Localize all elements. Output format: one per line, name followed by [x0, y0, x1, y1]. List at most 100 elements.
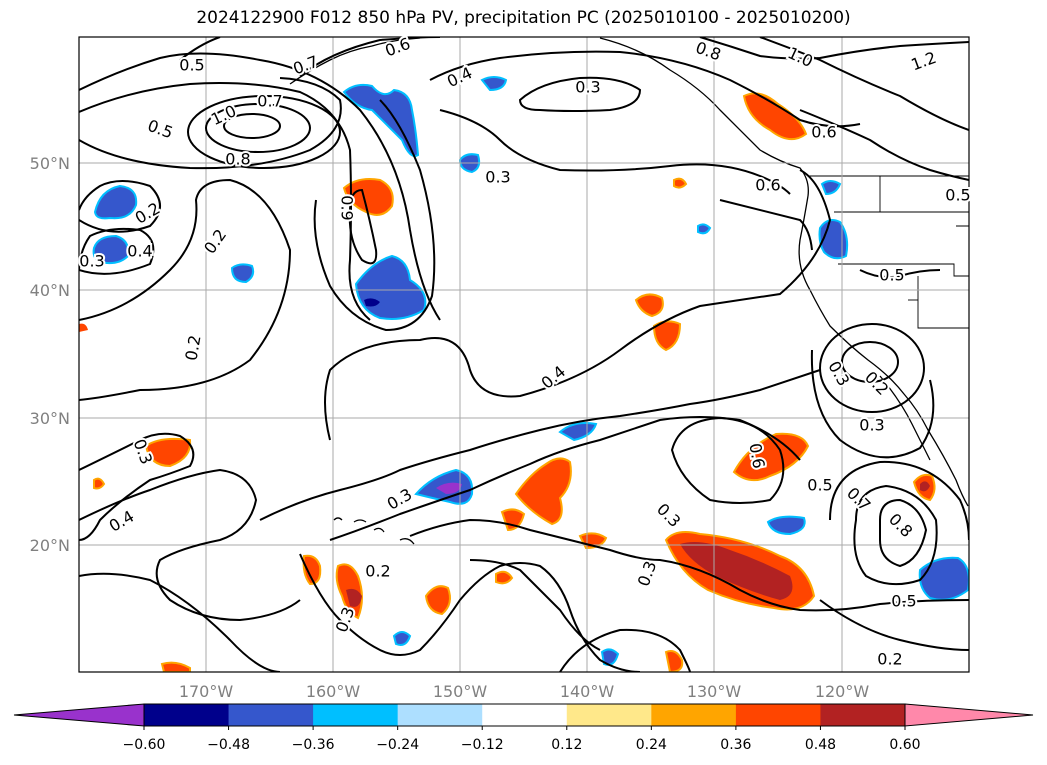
border-state: [956, 225, 969, 276]
border-state: [838, 263, 969, 277]
latitude-labels: 50°N 40°N 30°N 20°N: [30, 154, 70, 555]
pv-contour-line: [259, 369, 821, 521]
contour-value-label: 0.5: [179, 56, 204, 75]
colorbar-tick-label: 0.60: [889, 737, 920, 753]
precip-positive-patch: [93, 477, 106, 490]
pv-contour-line: [719, 199, 813, 251]
precip-negative-patch: [342, 83, 420, 157]
pv-contour-line: [518, 76, 642, 112]
colorbar-tick-label: −0.48: [207, 737, 250, 753]
pv-contour-line: [223, 113, 281, 139]
colorbar: −0.60 −0.48 −0.36 −0.24 −0.12 0.12 0.24 0.36 0.4…: [13, 703, 1034, 753]
precip-fill-layer: [79, 76, 969, 672]
coastline-west-us: [798, 195, 969, 507]
colorbar-segment: [820, 704, 906, 726]
precip-positive-patch: [346, 588, 362, 607]
colorbar-tick-label: −0.12: [461, 737, 504, 753]
contour-value-label: 0.5: [891, 592, 916, 611]
precip-negative-patch: [364, 298, 380, 307]
pv-contour-line: [853, 484, 938, 586]
pv-contour-line: [559, 628, 691, 672]
latitude-tick-label: 20°N: [30, 536, 70, 555]
precip-negative-patch: [436, 482, 462, 494]
contour-value-label: 0.4: [127, 242, 152, 261]
longitude-tick-label: 160°W: [306, 682, 361, 701]
contour-value-label: 0.5: [945, 186, 970, 205]
contour-value-label: 0.6: [755, 176, 780, 195]
pv-contour-line: [409, 518, 969, 612]
latitude-tick-label: 40°N: [30, 281, 70, 300]
map-frame: [78, 36, 970, 673]
pv-contour-line: [79, 82, 371, 321]
precip-negative-patch: [230, 263, 255, 284]
precip-positive-patch: [742, 92, 808, 141]
colorbar-extend-low: [13, 703, 145, 727]
pv-contour-line: [759, 37, 969, 131]
pv-contour-line: [859, 269, 941, 279]
precip-negative-patch: [697, 223, 712, 235]
pv-contour-line: [79, 180, 161, 233]
contour-value-label: 0.6: [811, 123, 836, 142]
colorbar-tick-label: −0.60: [123, 737, 166, 753]
border-state: [917, 276, 969, 329]
pv-contour-line: [799, 109, 969, 181]
colorbar-segment: [397, 704, 483, 726]
colorbar-tick-label: −0.24: [376, 737, 419, 753]
colorbar-segment: [651, 704, 737, 726]
precip-positive-patch: [342, 178, 394, 216]
longitude-labels: 170°W 160°W 150°W 140°W 130°W 120°W: [179, 682, 870, 701]
precip-negative-patch: [392, 631, 412, 646]
contour-value-label: 0.2: [365, 562, 390, 581]
contour-value-label: 0.3: [485, 168, 510, 187]
pv-contour-line: [79, 178, 292, 401]
precip-positive-patch: [302, 554, 322, 586]
pv-contour-line: [79, 227, 155, 275]
pv-contour-line: [324, 169, 832, 441]
colorbar-tick-label: 0.12: [551, 737, 582, 753]
pv-contour-line: [79, 52, 441, 321]
precip-negative-patch: [480, 76, 508, 92]
precip-positive-patch: [920, 481, 930, 492]
precip-negative-patch: [820, 180, 842, 196]
colorbar-extend-high: [904, 703, 1034, 727]
longitude-tick-label: 120°W: [815, 682, 870, 701]
precip-positive-patch: [673, 177, 688, 189]
pv-contour-line: [699, 37, 969, 60]
longitude-tick-label: 130°W: [687, 682, 742, 701]
latitude-tick-label: 30°N: [30, 409, 70, 428]
pv-contour-line: [205, 103, 311, 153]
pv-contour-line: [348, 188, 378, 265]
pv-contour-line: [79, 77, 342, 170]
pv-contours: [79, 37, 969, 672]
contour-value-label: 0.5: [879, 266, 904, 285]
precip-positive-patch: [160, 661, 191, 672]
coastline-aleutians: [289, 37, 421, 85]
colorbar-segment: [228, 704, 314, 726]
political-borders: [808, 175, 969, 329]
coastline-baja: [879, 375, 931, 461]
precip-positive-patch: [732, 432, 810, 482]
pv-contour-line: [819, 599, 969, 651]
contour-value-label: 0.3: [859, 416, 884, 435]
map-area: [79, 37, 969, 672]
precip-positive-patch: [144, 437, 192, 468]
pv-contour-line: [79, 432, 195, 541]
pv-contour-line: [841, 341, 899, 383]
longitude-tick-label: 140°W: [560, 682, 615, 701]
map-content: [79, 37, 969, 672]
contour-value-label: 0.8: [225, 150, 250, 169]
contour-value-label: 0.5: [807, 476, 832, 495]
pv-contour-line: [879, 498, 928, 568]
longitude-tick-label: 150°W: [433, 682, 488, 701]
pv-contour-line: [79, 572, 281, 672]
graticule: [79, 37, 969, 672]
contour-value-label: 0.9: [338, 195, 357, 220]
map-title: 2024122900 F012 850 hPa PV, precipitatio…: [196, 8, 851, 28]
coastline-alaska-bc: [599, 37, 809, 197]
contour-value-label: 0.7: [257, 92, 282, 111]
colorbar-tick-label: 0.24: [636, 737, 667, 753]
pv-contour-line: [429, 50, 861, 128]
pv-contour-line: [810, 349, 935, 459]
precip-positive-patch: [634, 293, 664, 318]
